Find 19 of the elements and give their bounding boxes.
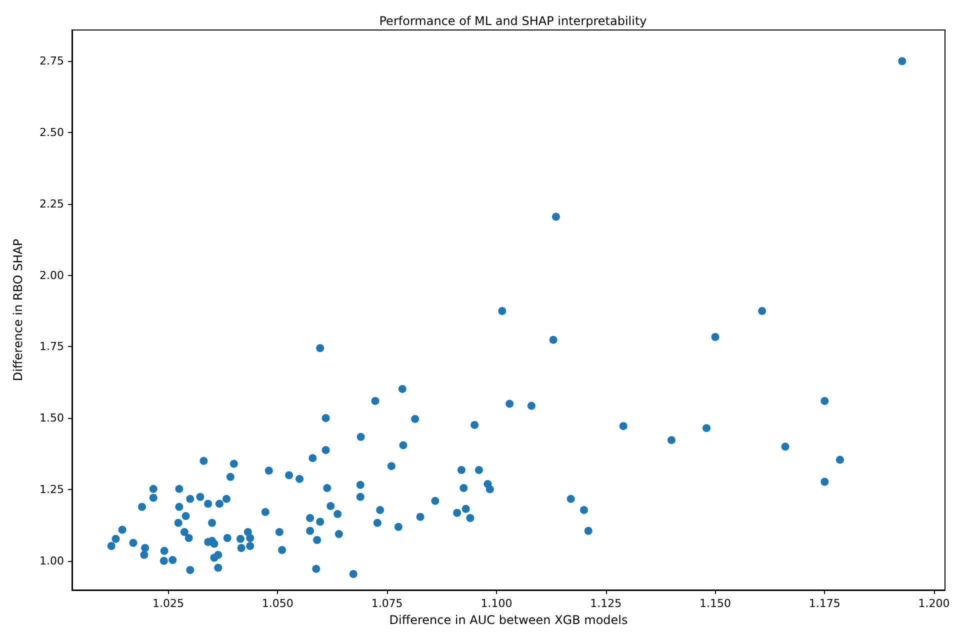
x-tick-label: 1.200 [918, 597, 950, 610]
x-tick-label: 1.100 [480, 597, 512, 610]
y-tick-label: 2.25 [40, 197, 64, 210]
y-tick-label: 2.50 [40, 126, 64, 140]
x-tick-label: 1.150 [700, 597, 732, 610]
x-tick-label: 1.175 [808, 597, 840, 610]
x-tick-label: 1.050 [262, 597, 294, 610]
y-axis-title: Difference in RBO SHAP [11, 238, 25, 382]
x-tick-label: 1.025 [152, 597, 184, 610]
y-tick-label: 2.00 [40, 268, 64, 282]
x-axis-title: Difference in AUC between XGB models [389, 613, 628, 627]
x-tick-label: 1.125 [590, 597, 622, 610]
chart-title: Performance of ML and SHAP interpretability [379, 14, 647, 28]
y-tick-label: 1.00 [40, 554, 64, 568]
x-tick-label: 1.075 [371, 597, 403, 610]
y-tick-label: 2.75 [40, 54, 64, 68]
y-tick-label: 1.50 [40, 412, 64, 425]
y-tick-label: 1.25 [40, 482, 64, 496]
y-tick-label: 1.75 [40, 340, 64, 354]
